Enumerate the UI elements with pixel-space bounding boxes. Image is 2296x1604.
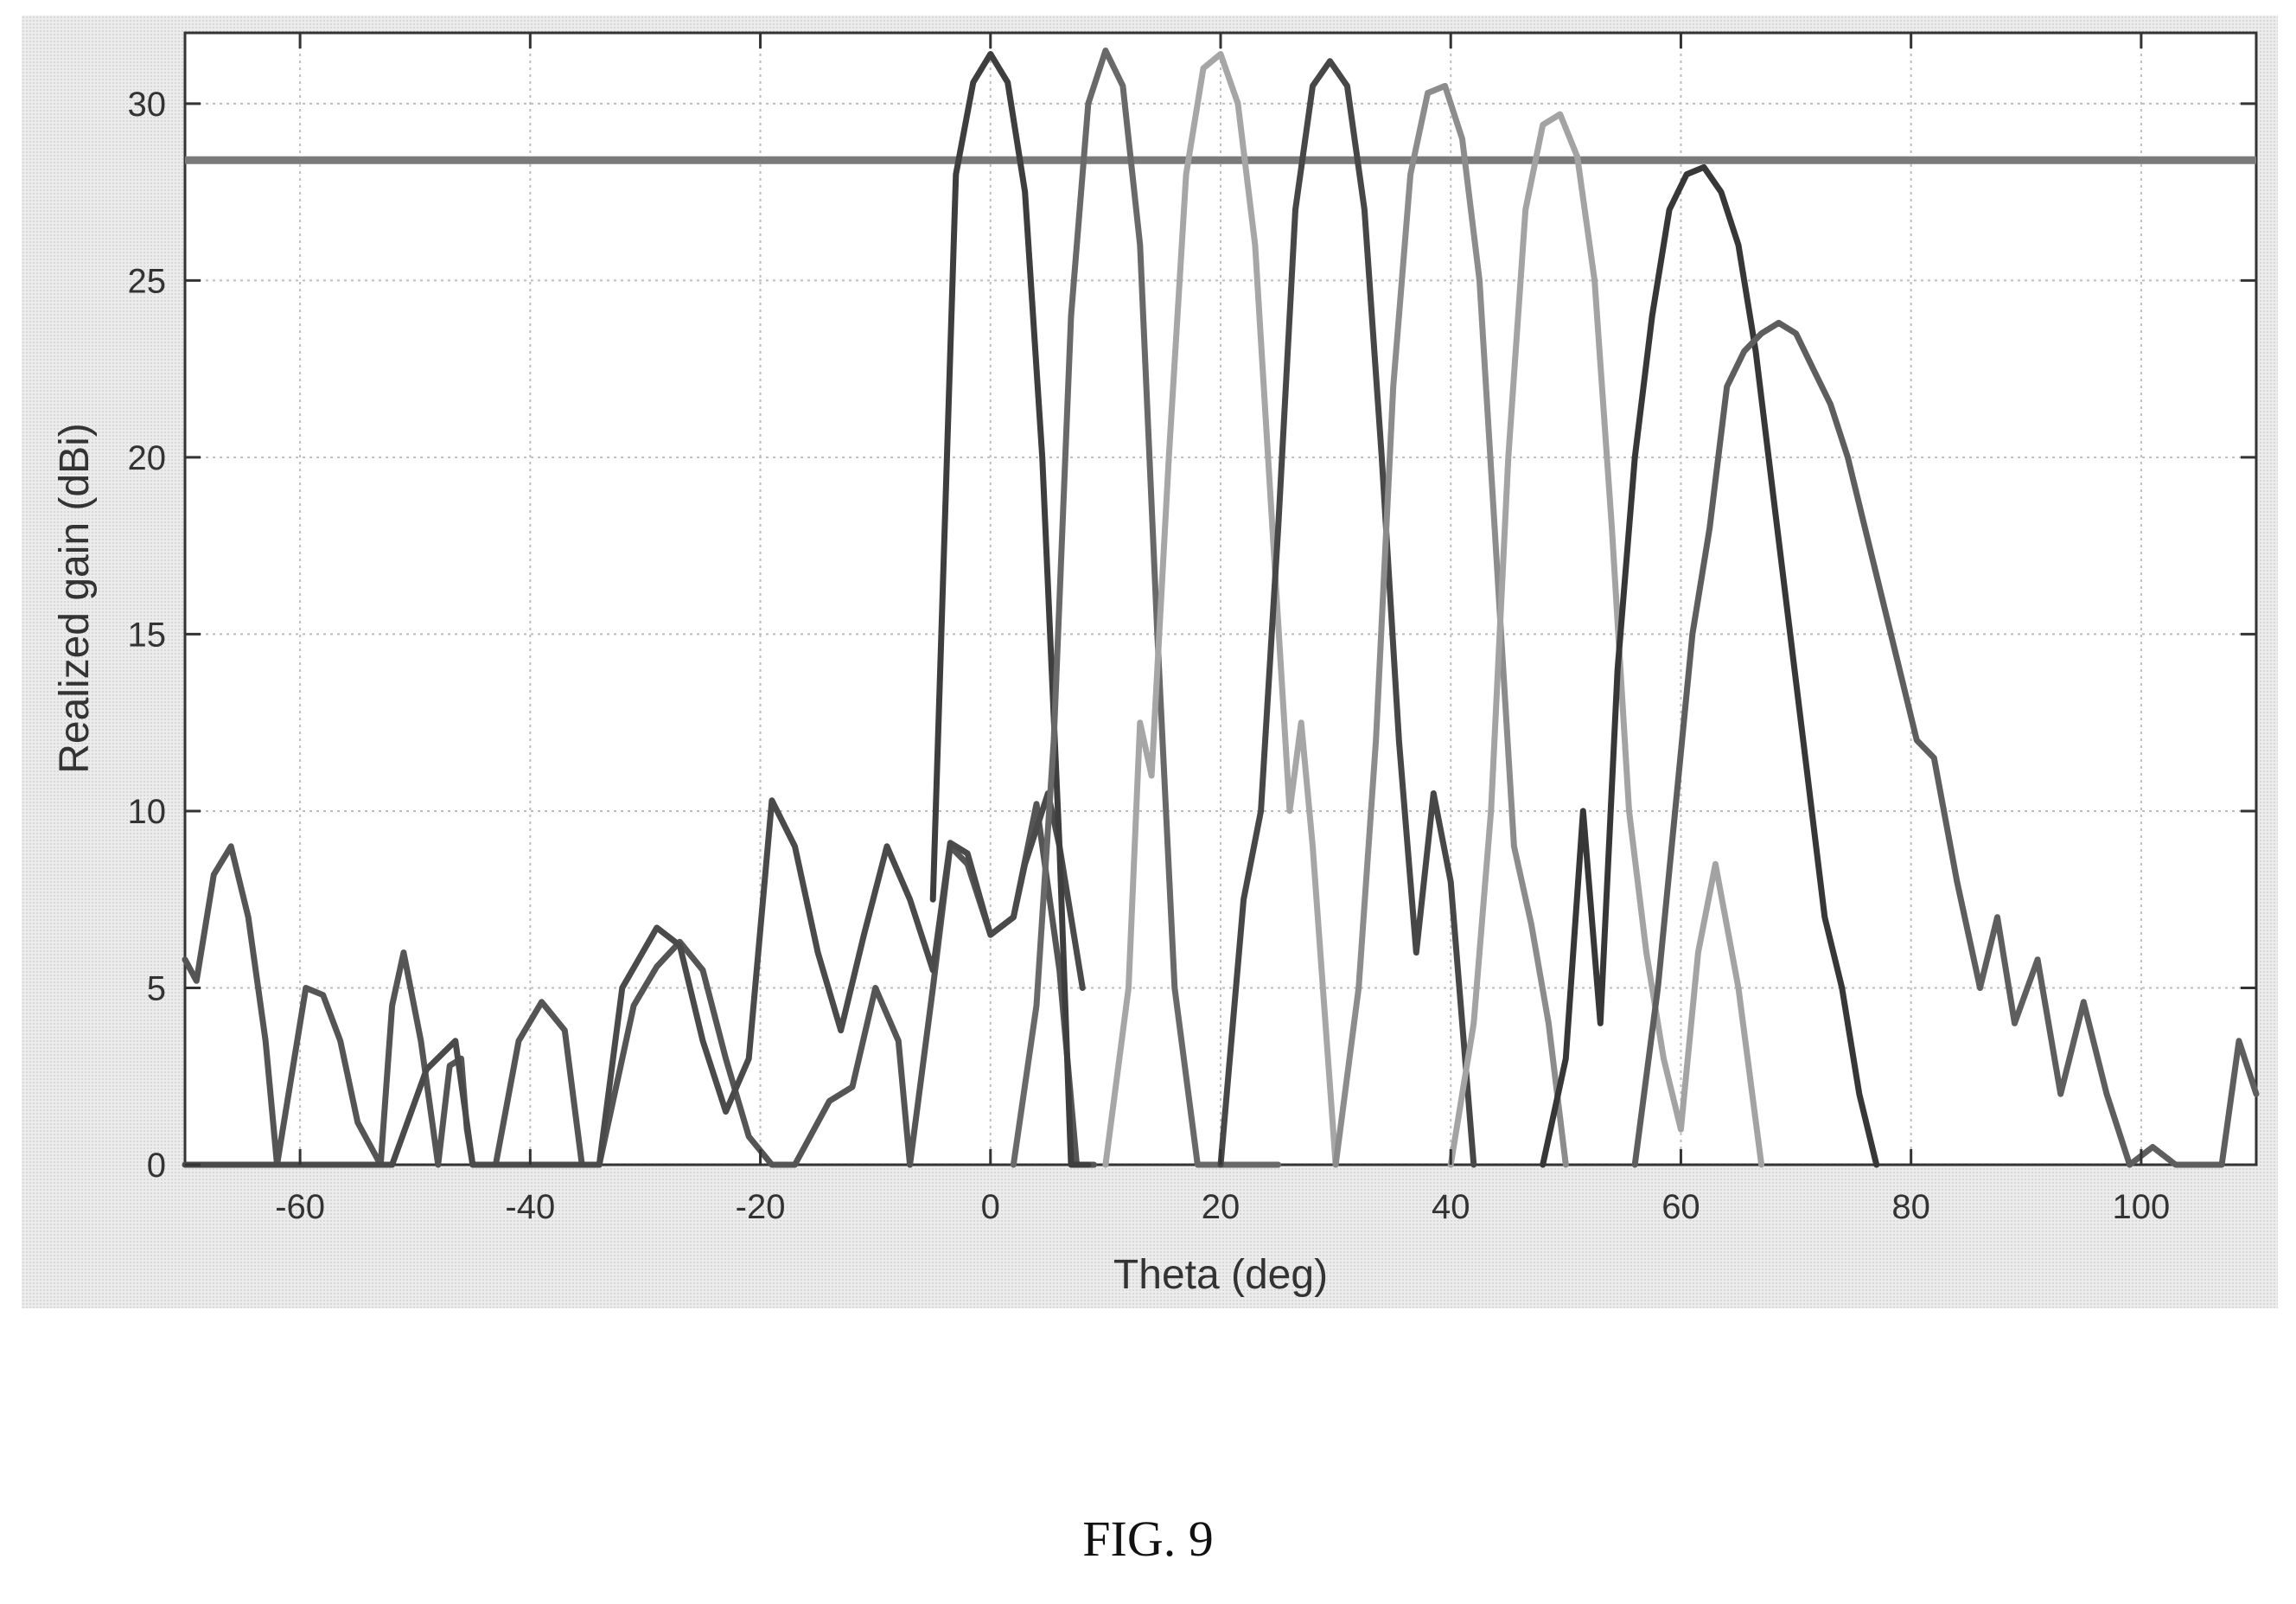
figure-caption: FIG. 9 xyxy=(1082,1511,1214,1567)
y-tick-label: 30 xyxy=(128,86,167,124)
x-tick-label: 40 xyxy=(1432,1188,1470,1226)
series-line-7 xyxy=(1332,82,1569,1168)
series-line-3 xyxy=(929,51,1092,1168)
y-tick-label: 25 xyxy=(128,262,167,300)
x-tick-label: 60 xyxy=(1661,1188,1700,1226)
series-line-2 xyxy=(182,790,1086,1168)
x-tick-label: -20 xyxy=(736,1188,786,1226)
x-tick-label: -60 xyxy=(275,1188,325,1226)
series-line-4 xyxy=(1010,48,1282,1168)
series-line-8 xyxy=(1447,111,1765,1168)
x-tick-label: 0 xyxy=(981,1188,1000,1226)
grid xyxy=(185,33,2256,1165)
y-tick-label: 10 xyxy=(128,793,167,831)
x-tick-label: 80 xyxy=(1891,1188,1930,1226)
x-axis-label: Theta (deg) xyxy=(1113,1252,1328,1298)
y-tick-label: 15 xyxy=(128,616,167,654)
y-tick-label: 5 xyxy=(147,969,166,1007)
series-line-5 xyxy=(1102,51,1339,1168)
x-tick-label: 20 xyxy=(1202,1188,1240,1226)
y-axis-ticks: 0 5 10 15 20 25 30 xyxy=(128,86,2256,1185)
x-tick-label: 100 xyxy=(2113,1188,2171,1226)
y-tick-label: 20 xyxy=(128,439,167,477)
series-line-10 xyxy=(1631,319,2260,1168)
series-layer xyxy=(182,48,2260,1168)
x-axis-ticks: -60 -40 -20 0 20 40 60 80 100 xyxy=(275,33,2170,1226)
series-line-6 xyxy=(1217,58,1477,1168)
y-tick-label: 0 xyxy=(147,1147,166,1185)
y-axis-label: Realized gain (dBi) xyxy=(52,423,98,774)
x-tick-label: -40 xyxy=(505,1188,555,1226)
series-line-9 xyxy=(1540,163,1880,1168)
